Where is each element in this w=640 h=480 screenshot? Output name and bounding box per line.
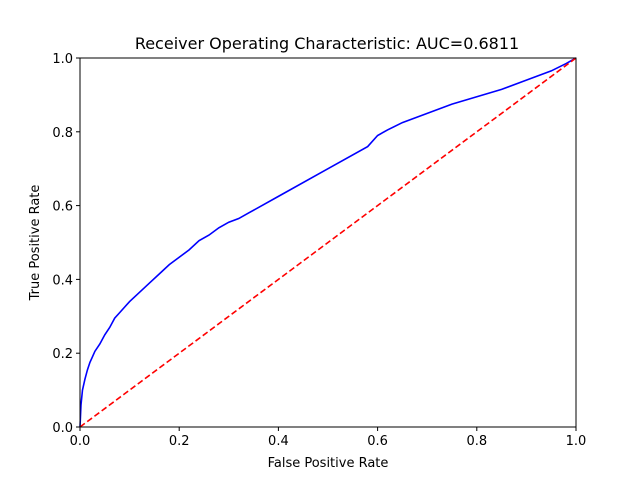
roc-curve-line	[79, 57, 577, 428]
y-tick-label: 1.0	[52, 52, 73, 67]
x-tick-label: 1.0	[566, 434, 587, 449]
x-tick-label: 0.6	[367, 434, 388, 449]
x-tick-label: 0.8	[466, 434, 487, 449]
random-baseline-line	[79, 57, 577, 428]
y-tick-label: 0.0	[52, 421, 73, 436]
y-tick-label: 0.2	[52, 347, 73, 362]
y-tick-label: 0.8	[52, 126, 73, 141]
x-tick-label: 0.0	[70, 434, 91, 449]
chart-title: Receiver Operating Characteristic: AUC=0…	[135, 34, 519, 53]
y-axis-label: True Positive Rate	[28, 185, 43, 302]
plot-frame	[79, 57, 577, 428]
x-tick-label: 0.2	[169, 434, 190, 449]
y-tick-label: 0.4	[52, 273, 73, 288]
x-tick-label: 0.4	[268, 434, 289, 449]
plot-area	[79, 57, 577, 428]
y-tick-label: 0.6	[52, 200, 73, 215]
x-axis-label: False Positive Rate	[268, 456, 389, 471]
axis-ticks: 0.00.0 0.2 0.2 0.4 0.4 0.6 0.6 0.8 0.8 1.0 1.0	[52, 52, 586, 449]
